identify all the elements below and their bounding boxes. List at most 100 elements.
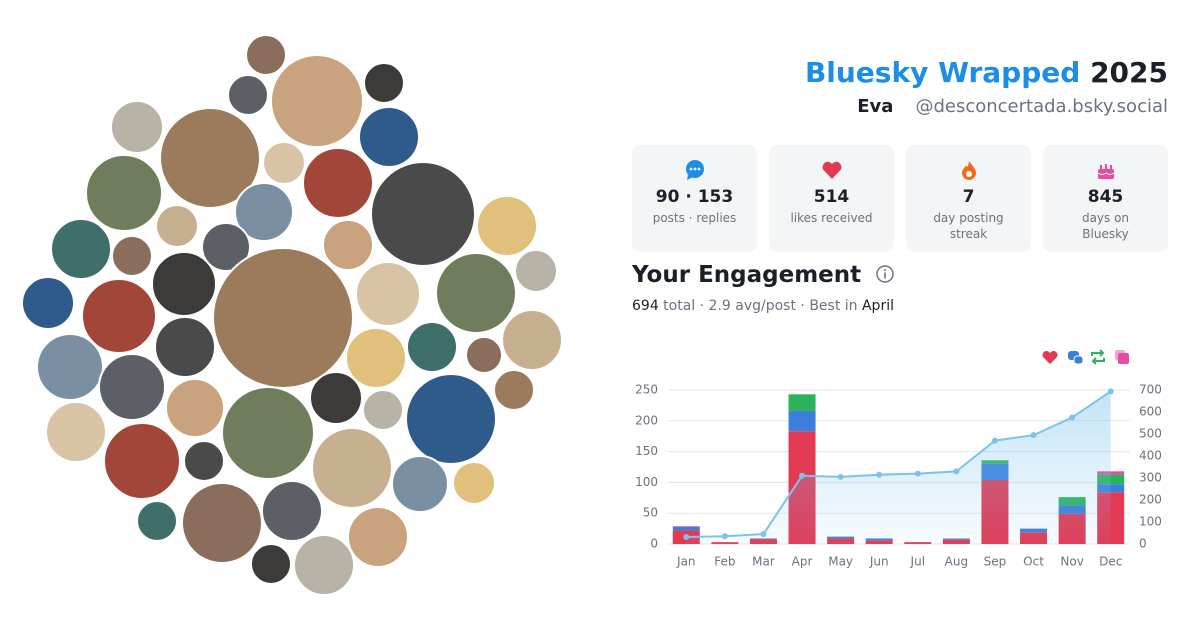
avatar — [406, 321, 458, 373]
avatar — [452, 461, 496, 505]
stat-label: days on Bluesky — [1081, 211, 1130, 241]
summary: 694 total · 2.9 avg/post · Best in April — [632, 298, 894, 314]
stat-label: posts · replies — [652, 211, 737, 225]
line-point — [1069, 414, 1076, 421]
stat-value: 90 · 153 — [655, 187, 734, 207]
avatar — [514, 249, 558, 293]
line-point — [721, 533, 728, 540]
profile-name: Eva — [857, 96, 894, 117]
x-tick-label: Jul — [910, 555, 925, 569]
stat-label: day posting streak — [933, 211, 1004, 241]
avatar — [322, 219, 374, 271]
avatar — [501, 309, 563, 371]
line-point — [991, 437, 998, 444]
avatar — [154, 316, 216, 378]
profile: Eva @desconcertada.bsky.social — [857, 96, 1168, 117]
stat-label: likes received — [790, 211, 873, 225]
line-point — [837, 473, 844, 480]
summary-total: 694 — [632, 298, 659, 314]
y2-tick-label: 200 — [1139, 493, 1162, 507]
bar-segment — [672, 526, 700, 531]
section-title-text: Your Engagement — [632, 262, 862, 288]
icon-heart — [822, 161, 841, 179]
avatar — [159, 107, 261, 209]
avatar — [302, 147, 374, 219]
summary-text: total · 2.9 avg/post · Best in — [658, 298, 862, 314]
title-year: 2025 — [1090, 56, 1168, 89]
avatar — [181, 482, 263, 564]
bar-segment — [1097, 474, 1125, 485]
avatar — [110, 100, 164, 154]
info-icon[interactable] — [875, 264, 895, 284]
avatar — [81, 278, 157, 354]
avatar — [36, 333, 104, 401]
avatar — [345, 327, 407, 389]
avatar — [111, 235, 153, 277]
icon-chat — [685, 160, 704, 180]
stat-card: 514 likes received — [769, 145, 894, 252]
x-tick-label: Sep — [984, 555, 1007, 569]
stat-card: 90 · 153 posts · replies — [632, 145, 757, 252]
avatar — [405, 373, 497, 465]
y2-tick-label: 500 — [1139, 427, 1162, 441]
avatar — [45, 401, 107, 463]
line-point — [1030, 432, 1037, 439]
avatar — [221, 386, 315, 480]
avatar — [493, 369, 535, 411]
avatar — [151, 251, 217, 317]
y2-tick-label: 100 — [1139, 515, 1162, 529]
avatar — [183, 440, 225, 482]
line-point — [953, 468, 960, 475]
y2-tick-label: 400 — [1139, 449, 1162, 463]
bar-segment — [672, 526, 700, 527]
line-point — [760, 531, 767, 538]
avatar — [347, 506, 409, 568]
x-tick-label: Oct — [1023, 555, 1044, 569]
avatar — [391, 455, 449, 513]
legend-icon — [1118, 353, 1129, 364]
y2-tick-label: 700 — [1139, 383, 1162, 397]
x-tick-label: Dec — [1099, 555, 1122, 569]
line — [686, 390, 1112, 538]
avatar — [212, 247, 354, 389]
title: Bluesky Wrapped 2025 — [805, 56, 1168, 89]
avatar — [363, 62, 405, 104]
avatar — [155, 204, 199, 248]
avatar — [370, 161, 476, 267]
avatar — [362, 389, 404, 431]
x-tick-label: Nov — [1060, 555, 1083, 569]
avatar — [358, 106, 420, 168]
stat-card: 845 days on Bluesky — [1043, 145, 1168, 252]
bar-segment — [788, 410, 816, 432]
bar-segment — [1097, 471, 1125, 475]
title-brand: Bluesky Wrapped — [804, 56, 1081, 89]
avatar — [245, 34, 287, 76]
stat-value: 7 — [962, 187, 975, 207]
avatar-collage — [21, 34, 563, 596]
avatar — [234, 182, 294, 242]
bar-segment — [788, 394, 816, 411]
legend-icon — [1073, 355, 1084, 365]
y-tick-label: 200 — [635, 413, 658, 427]
stat-card: 7 day posting streak — [906, 145, 1031, 252]
y2-tick-label: 300 — [1139, 471, 1162, 485]
avatar — [311, 427, 393, 509]
legend-icon — [1091, 349, 1105, 365]
x-tick-label: Apr — [792, 555, 813, 569]
avatar — [250, 543, 292, 585]
avatar — [309, 371, 363, 425]
avatar — [21, 276, 75, 330]
section-title: Your Engagement — [632, 262, 895, 288]
line-area — [686, 391, 1111, 544]
summary-best: April — [861, 298, 894, 314]
profile-handle[interactable]: @desconcertada.bsky.social — [915, 96, 1168, 117]
avatar — [270, 54, 364, 148]
x-tick-label: Mar — [752, 555, 775, 569]
y-tick-label: 150 — [635, 444, 658, 458]
avatar — [136, 500, 178, 542]
line-point — [683, 533, 690, 540]
x-tick-label: Feb — [714, 555, 735, 569]
y-tick-label: 50 — [643, 506, 658, 520]
stat-value: 514 — [813, 187, 850, 207]
